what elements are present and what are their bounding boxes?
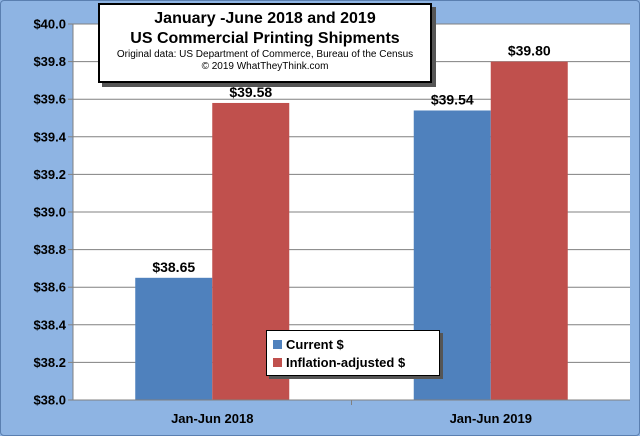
chart-title-box: January -June 2018 and 2019 US Commercia…	[98, 3, 432, 83]
y-tick-label: $38.4	[33, 317, 66, 332]
y-tick-label: $39.2	[33, 167, 66, 182]
y-tick-label: $39.8	[33, 54, 66, 69]
legend-swatch-inflation-adjusted	[273, 357, 282, 367]
y-tick-label: $39.0	[33, 205, 66, 220]
data-label: $39.54	[431, 91, 474, 107]
y-tick-label: $38.6	[33, 280, 66, 295]
legend-label-current: Current $	[286, 336, 344, 352]
y-tick-label: $40.0	[33, 17, 66, 32]
copyright-note: © 2019 WhatTheyThink.com	[201, 61, 329, 72]
y-tick-label: $39.6	[33, 92, 66, 107]
y-tick-label: $39.4	[33, 129, 66, 144]
legend: Current $ Inflation-adjusted $	[266, 330, 440, 376]
y-tick-label: $38.8	[33, 242, 66, 257]
bar-current	[135, 277, 213, 400]
chart-title: January -June 2018 and 2019 US Commercia…	[100, 9, 430, 49]
legend-swatch-current	[273, 339, 282, 349]
axes: $38.0 $38.2 $38.4 $38.6 $38.8 $39.0 $39.2 $39.4…	[33, 17, 630, 426]
y-tick-label: $38.2	[33, 355, 66, 370]
x-category-label: Jan-Jun 2018	[171, 411, 253, 426]
legend-label-inflation-adjusted: Inflation-adjusted $	[286, 354, 406, 370]
title-line-2: US Commercial Printing Shipments	[130, 30, 400, 47]
bar-inflation-adjusted	[490, 61, 568, 400]
legend-item-inflation-adjusted: Inflation-adjusted $	[273, 353, 405, 371]
data-label: $38.65	[152, 259, 195, 275]
x-category-label: Jan-Jun 2019	[450, 411, 532, 426]
y-tick-label: $38.0	[33, 393, 66, 408]
data-label: $39.58	[229, 84, 272, 100]
legend-item-current: Current $	[273, 335, 344, 353]
data-label: $39.80	[508, 43, 551, 59]
title-line-1: January -June 2018 and 2019	[154, 10, 376, 27]
source-note: Original data: US Department of Commerce…	[116, 49, 414, 60]
